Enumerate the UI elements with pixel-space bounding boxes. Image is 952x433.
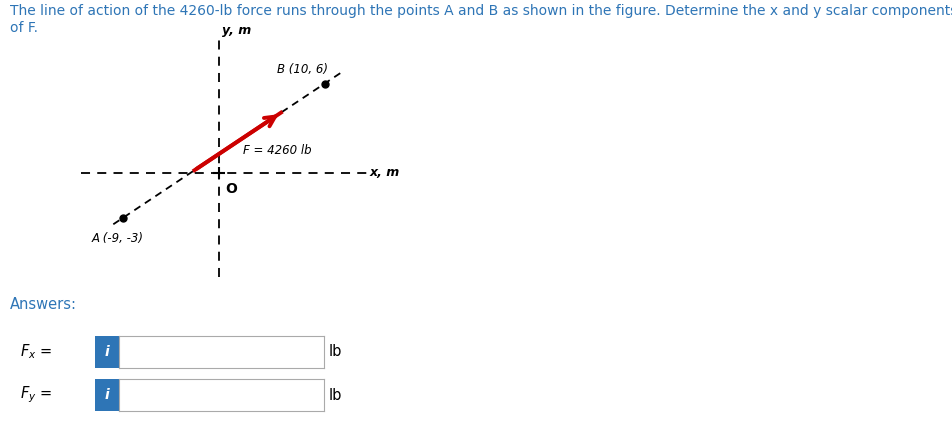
Text: The line of action of the 4260-lb force runs through the points A and B as shown: The line of action of the 4260-lb force … bbox=[10, 4, 952, 35]
Text: $F_y$ =: $F_y$ = bbox=[20, 385, 52, 405]
Text: O: O bbox=[225, 182, 237, 196]
Text: lb: lb bbox=[328, 388, 342, 403]
Text: B (10, 6): B (10, 6) bbox=[277, 63, 327, 76]
Text: x, m: x, m bbox=[368, 166, 399, 179]
Text: A (-9, -3): A (-9, -3) bbox=[92, 233, 144, 246]
Text: Answers:: Answers: bbox=[10, 297, 76, 312]
Text: i: i bbox=[105, 345, 109, 359]
Text: y, m: y, m bbox=[222, 25, 250, 38]
Text: lb: lb bbox=[328, 344, 342, 359]
Text: i: i bbox=[105, 388, 109, 402]
Text: $F_x$ =: $F_x$ = bbox=[20, 343, 52, 361]
Text: F = 4260 lb: F = 4260 lb bbox=[243, 145, 311, 158]
